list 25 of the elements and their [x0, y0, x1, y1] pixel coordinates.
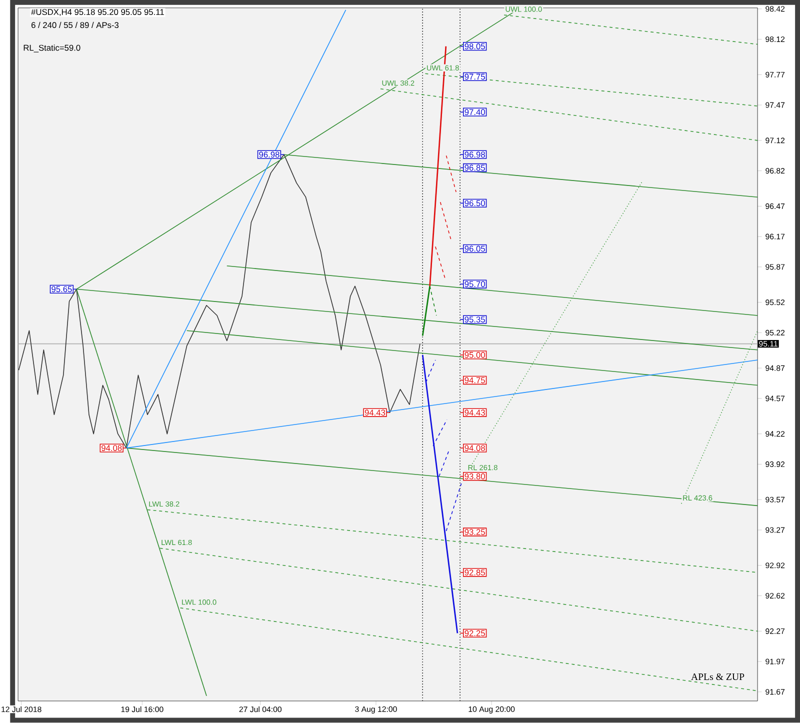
annotation: 93.80 [464, 474, 485, 480]
annotation: 94.43 [364, 410, 386, 416]
annotation: 92.85 [464, 570, 485, 576]
annotation: 94.75 [464, 377, 485, 384]
annotation: RL_Static=59.0 [24, 44, 80, 52]
annotation: 97.40 [464, 109, 485, 116]
annotation: 96.50 [464, 200, 485, 206]
annotation: 98.05 [464, 44, 485, 50]
annotation: 94.08 [464, 445, 485, 452]
annotation: 95.00 [464, 352, 485, 358]
annotation: 96.98 [259, 152, 280, 158]
annotation: APLs & ZUP [691, 674, 744, 680]
annotation: 95.70 [464, 281, 485, 288]
text: 6 / 240 / 55 / 89 / APs-3 [32, 22, 119, 28]
annotation: 94.43 [464, 410, 485, 416]
annotation: 97.75 [464, 74, 485, 80]
annotation: 93.25 [464, 529, 485, 536]
annotation: 96.05 [464, 246, 485, 252]
annotation: 96.85 [464, 164, 485, 171]
annotation: 94.08 [102, 445, 122, 452]
annotation: 92.25 [464, 630, 485, 636]
annotation: 95.35 [464, 316, 485, 323]
chart-title: #USDX,H4 95.18 95.20 95.05 95.11 [31, 9, 164, 16]
annotation: 96.98 [464, 152, 485, 158]
annotation: 95.65 [52, 286, 72, 292]
